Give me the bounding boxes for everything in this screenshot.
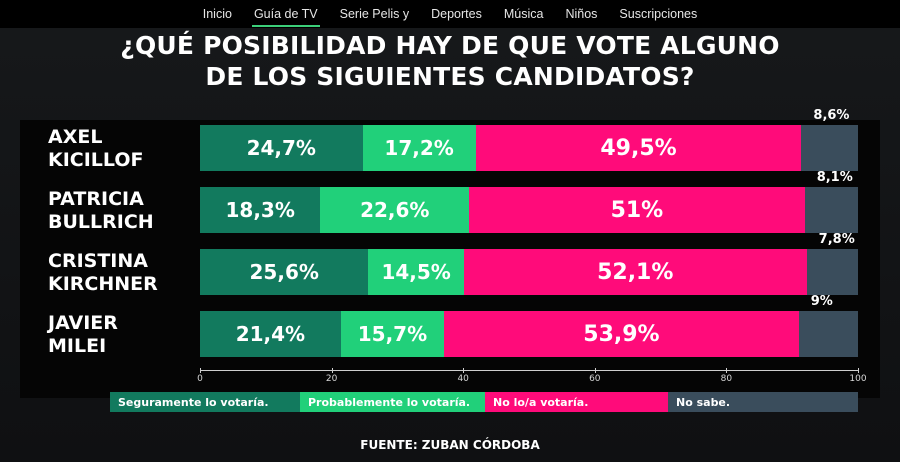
bar-segment: 18,3% [200,187,321,233]
x-tick-label: 0 [197,374,203,384]
data-label: 24,7% [246,136,316,160]
data-label: 8,1% [816,170,853,185]
bar-segment: 24,7% [200,125,363,171]
data-label: 9% [810,294,833,309]
bar-segment [801,125,858,171]
chart-title: ¿QUÉ POSIBILIDAD HAY DE QUE VOTE ALGUNO … [0,30,900,92]
bar-segment: 25,6% [200,249,369,295]
bar-segment: 49,5% [475,125,802,171]
bar-segment: 17,2% [362,125,476,171]
nav-item-6[interactable]: Suscripciones [619,7,698,21]
candidate-label-line: BULLRICH [48,211,154,233]
data-label: 53,9% [583,321,660,347]
data-label: 17,2% [384,136,454,160]
chart-title-line-1: ¿QUÉ POSIBILIDAD HAY DE QUE VOTE ALGUNO [120,31,780,60]
x-tick-label: 80 [720,374,733,384]
top-nav: Inicio Guía de TV Serie Pelis y Deportes Mús… [0,0,900,28]
data-label: 21,4% [235,322,306,346]
bar-segment: 14,5% [368,249,464,295]
bar-segment: 53,9% [444,311,799,357]
bar-segment [806,249,858,295]
nav-item-1[interactable]: Guía de TV [251,3,320,27]
legend-item: No sabe. [668,392,858,412]
bar-segment: 21,4% [200,311,341,357]
broadcast-screen: ¿QUÉ POSIBILIDAD HAY DE QUE VOTE ALGUNO … [0,28,900,462]
data-label: 51% [610,197,664,223]
legend-label: Seguramente lo votaría. [118,395,269,409]
candidate-label-line: JAVIER [48,312,118,334]
data-label: 15,7% [357,322,428,346]
chart-title-line-2: DE LOS SIGUIENTES CANDIDATOS? [205,62,695,91]
x-tick-mark [200,368,201,373]
data-label: 25,6% [249,260,319,284]
bar-segment: 52,1% [463,249,807,295]
legend-item: Probablemente lo votaría. [300,392,485,412]
legend-label: No sabe. [676,395,731,409]
source-note: FUENTE: ZUBAN CÓRDOBA [360,438,540,452]
candidate-label: PATRICIA BULLRICH [48,188,154,234]
data-label: 49,5% [600,135,677,161]
x-axis-line [200,370,858,371]
bar-segment: 22,6% [320,187,470,233]
x-tick-mark [331,368,333,373]
candidate-label-line: CRISTINA [48,250,148,272]
legend-item: Seguramente lo votaría. [110,392,300,412]
x-tick-label: 100 [849,374,867,384]
legend-item: No lo/a votaría. [485,392,668,412]
nav-item-3[interactable]: Deportes [431,7,482,21]
candidate-label-line: PATRICIA [48,188,144,210]
x-tick-label: 60 [589,374,601,384]
x-tick-label: 40 [457,374,469,384]
bar-segment [798,311,858,357]
candidate-label-line: MILEI [48,335,107,357]
x-tick-mark [858,368,859,373]
x-tick-mark [726,368,728,373]
candidate-label: CRISTINA KIRCHNER [48,250,158,296]
candidate-label: JAVIER MILEI [48,312,118,358]
legend-label: No lo/a votaría. [493,395,589,409]
data-label: 14,5% [381,260,451,284]
data-label: 8,6% [813,108,850,123]
bar-segment [804,187,858,233]
nav-item-2[interactable]: Serie Pelis y [339,7,410,21]
bar-segment: 51% [469,187,805,233]
x-tick-mark [463,368,465,373]
candidate-label-line: KIRCHNER [48,273,158,295]
candidate-label: AXEL KICILLOF [48,126,143,172]
nav-item-4[interactable]: Música [503,7,544,21]
candidate-label-line: KICILLOF [48,149,144,171]
data-label: 7,8% [818,232,855,247]
data-label: 18,3% [225,198,295,222]
bar-segment: 15,7% [340,311,445,357]
data-label: 22,6% [360,198,430,222]
nav-item-5[interactable]: Niños [565,7,598,21]
x-tick-label: 20 [325,374,338,384]
x-tick-mark [594,368,596,373]
data-label: 52,1% [597,259,674,285]
candidate-label-line: AXEL [48,126,103,148]
nav-item-0[interactable]: Inicio [202,7,232,21]
legend-label: Probablemente lo votaría. [308,395,471,409]
